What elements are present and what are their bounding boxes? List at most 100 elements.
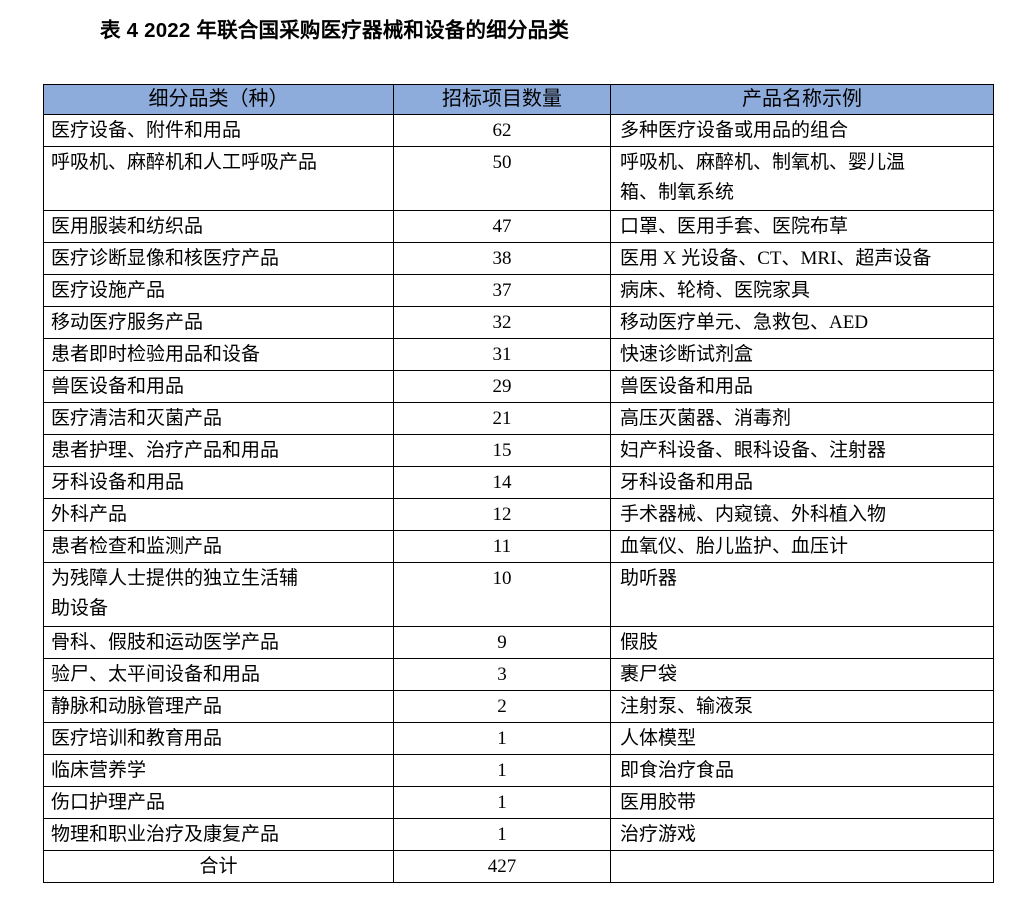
cell-count: 9 <box>393 626 611 659</box>
cell-total-label: 合计 <box>43 850 394 883</box>
cell-examples: 高压灭菌器、消毒剂 <box>610 402 994 435</box>
table-row: 医用服装和纺织品 47 口罩、医用手套、医院布草 <box>43 210 994 243</box>
cell-category-line: 呼吸机、麻醉机和人工呼吸产品 <box>51 152 318 173</box>
table-row: 牙科设备和用品 14 牙科设备和用品 <box>43 466 994 499</box>
cell-examples: 口罩、医用手套、医院布草 <box>610 210 994 243</box>
table-row: 兽医设备和用品 29 兽医设备和用品 <box>43 370 994 403</box>
cell-count: 2 <box>393 690 611 723</box>
cell-category: 医疗清洁和灭菌产品 <box>43 402 394 435</box>
table-row: 患者即时检验用品和设备 31 快速诊断试剂盒 <box>43 338 994 371</box>
cell-count: 32 <box>393 306 611 339</box>
medical-procurement-table: 细分品类（种） 招标项目数量 产品名称示例 医疗设备、附件和用品 62 多种医疗… <box>43 84 994 883</box>
table-header-row: 细分品类（种） 招标项目数量 产品名称示例 <box>43 84 994 115</box>
cell-count: 11 <box>393 530 611 563</box>
cell-category: 外科产品 <box>43 498 394 531</box>
table-total-row: 合计 427 <box>43 850 994 883</box>
cell-count: 1 <box>393 754 611 787</box>
cell-examples: 手术器械、内窥镜、外科植入物 <box>610 498 994 531</box>
cell-total-examples <box>610 850 994 883</box>
cell-count: 10 <box>393 562 611 627</box>
cell-category: 呼吸机、麻醉机和人工呼吸产品 <box>43 146 394 211</box>
cell-examples: 治疗游戏 <box>610 818 994 851</box>
cell-total-count: 427 <box>393 850 611 883</box>
cell-count: 47 <box>393 210 611 243</box>
table-row: 医疗培训和教育用品 1 人体模型 <box>43 722 994 755</box>
cell-examples: 医用胶带 <box>610 786 994 819</box>
cell-examples-line-2: 箱、制氧系统 <box>620 182 735 203</box>
column-header-category: 细分品类（种） <box>43 84 394 115</box>
table-container: 细分品类（种） 招标项目数量 产品名称示例 医疗设备、附件和用品 62 多种医疗… <box>43 84 994 883</box>
cell-category: 患者检查和监测产品 <box>43 530 394 563</box>
cell-examples: 人体模型 <box>610 722 994 755</box>
cell-examples: 多种医疗设备或用品的组合 <box>610 114 994 147</box>
cell-category: 兽医设备和用品 <box>43 370 394 403</box>
cell-examples: 助听器 <box>610 562 994 627</box>
table-row: 医疗清洁和灭菌产品 21 高压灭菌器、消毒剂 <box>43 402 994 435</box>
cell-count: 3 <box>393 658 611 691</box>
cell-category: 患者即时检验用品和设备 <box>43 338 394 371</box>
column-header-count: 招标项目数量 <box>393 84 611 115</box>
table-row: 验尸、太平间设备和用品 3 裹尸袋 <box>43 658 994 691</box>
table-row: 医疗诊断显像和核医疗产品 38 医用 X 光设备、CT、MRI、超声设备 <box>43 242 994 275</box>
cell-category: 医疗培训和教育用品 <box>43 722 394 755</box>
cell-count-line: 10 <box>492 568 512 589</box>
cell-category: 医疗设施产品 <box>43 274 394 307</box>
cell-category: 牙科设备和用品 <box>43 466 394 499</box>
table-row: 骨科、假肢和运动医学产品 9 假肢 <box>43 626 994 659</box>
cell-examples: 病床、轮椅、医院家具 <box>610 274 994 307</box>
cell-category: 移动医疗服务产品 <box>43 306 394 339</box>
cell-category-line-1: 为残障人士提供的独立生活辅 <box>51 568 299 589</box>
cell-count: 12 <box>393 498 611 531</box>
cell-count-line: 50 <box>492 152 512 173</box>
table-row: 患者护理、治疗产品和用品 15 妇产科设备、眼科设备、注射器 <box>43 434 994 467</box>
table-header: 细分品类（种） 招标项目数量 产品名称示例 <box>43 84 994 115</box>
cell-category: 医疗设备、附件和用品 <box>43 114 394 147</box>
cell-count: 1 <box>393 722 611 755</box>
cell-count: 15 <box>393 434 611 467</box>
cell-examples: 快速诊断试剂盒 <box>610 338 994 371</box>
table-row: 静脉和动脉管理产品 2 注射泵、输液泵 <box>43 690 994 723</box>
cell-category: 医用服装和纺织品 <box>43 210 394 243</box>
cell-count: 21 <box>393 402 611 435</box>
table-row: 外科产品 12 手术器械、内窥镜、外科植入物 <box>43 498 994 531</box>
cell-category: 医疗诊断显像和核医疗产品 <box>43 242 394 275</box>
cell-examples: 牙科设备和用品 <box>610 466 994 499</box>
cell-category: 物理和职业治疗及康复产品 <box>43 818 394 851</box>
cell-count: 1 <box>393 818 611 851</box>
cell-examples: 移动医疗单元、急救包、AED <box>610 306 994 339</box>
cell-count: 31 <box>393 338 611 371</box>
cell-examples: 医用 X 光设备、CT、MRI、超声设备 <box>610 242 994 275</box>
cell-count: 38 <box>393 242 611 275</box>
table-row: 临床营养学 1 即食治疗食品 <box>43 754 994 787</box>
column-header-examples: 产品名称示例 <box>610 84 994 115</box>
cell-category-line-2: 助设备 <box>51 598 109 619</box>
table-row: 伤口护理产品 1 医用胶带 <box>43 786 994 819</box>
cell-count: 37 <box>393 274 611 307</box>
cell-category: 患者护理、治疗产品和用品 <box>43 434 394 467</box>
cell-count: 62 <box>393 114 611 147</box>
cell-count: 14 <box>393 466 611 499</box>
cell-category: 为残障人士提供的独立生活辅 助设备 <box>43 562 394 627</box>
cell-category: 骨科、假肢和运动医学产品 <box>43 626 394 659</box>
cell-examples: 呼吸机、麻醉机、制氧机、婴儿温 箱、制氧系统 <box>610 146 994 211</box>
cell-examples-line-1: 呼吸机、麻醉机、制氧机、婴儿温 <box>620 152 906 173</box>
table-row: 医疗设施产品 37 病床、轮椅、医院家具 <box>43 274 994 307</box>
table-row: 移动医疗服务产品 32 移动医疗单元、急救包、AED <box>43 306 994 339</box>
cell-examples: 裹尸袋 <box>610 658 994 691</box>
cell-category: 伤口护理产品 <box>43 786 394 819</box>
cell-count: 29 <box>393 370 611 403</box>
table-caption: 表 4 2022 年联合国采购医疗器械和设备的细分品类 <box>100 19 569 42</box>
cell-examples: 即食治疗食品 <box>610 754 994 787</box>
cell-count: 1 <box>393 786 611 819</box>
cell-examples: 注射泵、输液泵 <box>610 690 994 723</box>
cell-examples: 妇产科设备、眼科设备、注射器 <box>610 434 994 467</box>
table-row: 患者检查和监测产品 11 血氧仪、胎儿监护、血压计 <box>43 530 994 563</box>
table-body: 医疗设备、附件和用品 62 多种医疗设备或用品的组合 呼吸机、麻醉机和人工呼吸产… <box>43 114 994 883</box>
cell-category: 验尸、太平间设备和用品 <box>43 658 394 691</box>
table-row: 医疗设备、附件和用品 62 多种医疗设备或用品的组合 <box>43 114 994 147</box>
cell-category: 临床营养学 <box>43 754 394 787</box>
cell-count: 50 <box>393 146 611 211</box>
cell-examples: 血氧仪、胎儿监护、血压计 <box>610 530 994 563</box>
cell-examples: 假肢 <box>610 626 994 659</box>
